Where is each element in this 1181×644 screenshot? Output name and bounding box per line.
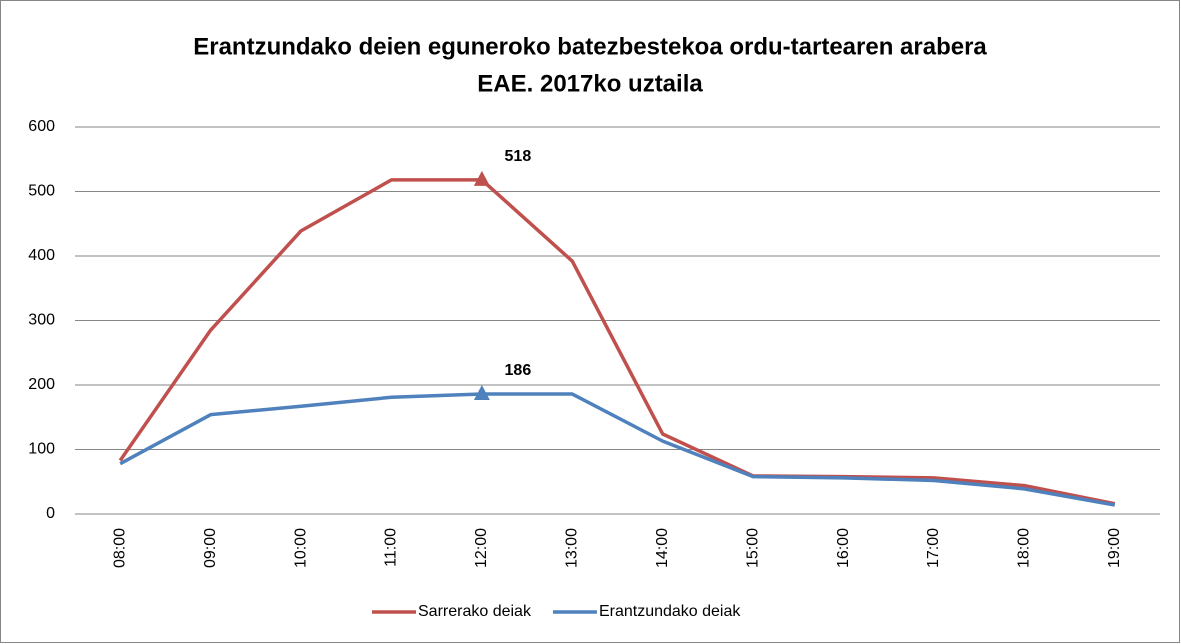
legend-label: Erantzundako deiak (599, 603, 741, 620)
x-tick-label: 17:00 (925, 528, 942, 568)
x-tick-label: 13:00 (564, 528, 581, 568)
data-marker (473, 170, 490, 186)
y-tick-label: 500 (28, 183, 55, 200)
x-tick-label: 14:00 (654, 528, 671, 568)
chart-title: Erantzundako deien eguneroko batezbestek… (193, 33, 987, 60)
y-tick-label: 100 (28, 441, 55, 458)
x-tick-label: 19:00 (1106, 528, 1123, 568)
x-tick-label: 16:00 (835, 528, 852, 568)
x-tick-label: 09:00 (202, 528, 219, 568)
data-label: 186 (505, 362, 532, 379)
data-marker (473, 385, 490, 401)
x-tick-label: 10:00 (292, 528, 309, 568)
x-tick-label: 11:00 (383, 528, 400, 567)
y-tick-label: 300 (28, 312, 55, 329)
y-tick-label: 0 (46, 505, 55, 522)
x-tick-label: 18:00 (1016, 528, 1033, 568)
series-line (118, 178, 1116, 506)
x-tick-label: 08:00 (111, 528, 128, 568)
y-tick-label: 600 (28, 118, 55, 135)
y-tick-label: 400 (28, 247, 55, 264)
series-line (119, 392, 1116, 507)
chart-subtitle: EAE. 2017ko uztaila (477, 70, 703, 97)
data-label: 518 (505, 148, 532, 165)
x-tick-label: 12:00 (473, 528, 490, 568)
x-tick-label: 15:00 (744, 528, 761, 568)
legend-label: Sarrerako deiak (418, 603, 532, 620)
y-tick-label: 200 (28, 376, 55, 393)
